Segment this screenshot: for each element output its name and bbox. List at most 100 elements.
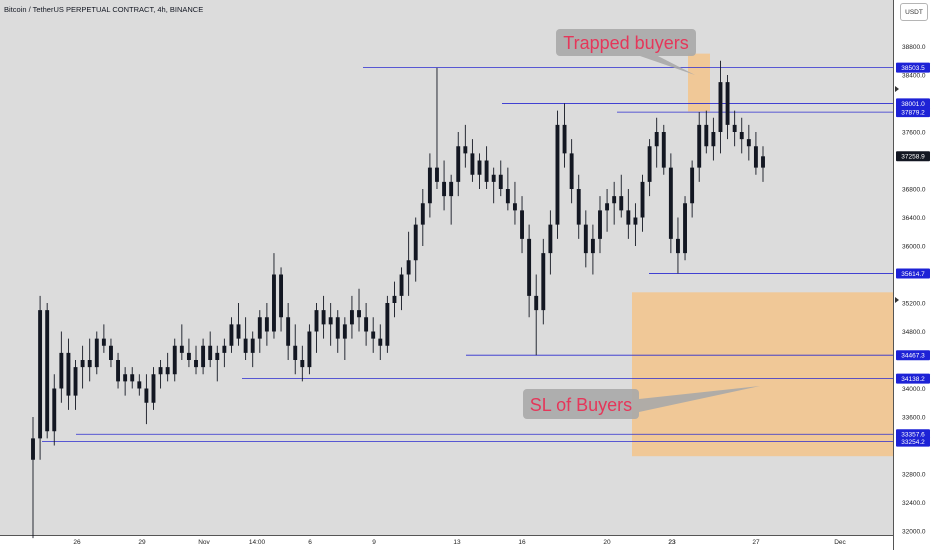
candle[interactable] [222, 338, 227, 368]
candle[interactable] [647, 139, 652, 197]
candle[interactable] [619, 174, 624, 218]
candle[interactable] [392, 281, 397, 318]
candle[interactable] [435, 67, 439, 189]
candle[interactable] [371, 317, 376, 353]
candle[interactable] [449, 174, 454, 225]
candle[interactable] [668, 153, 673, 254]
time-axis[interactable] [0, 535, 893, 551]
candle[interactable] [165, 352, 170, 382]
candle[interactable] [612, 181, 617, 225]
candle[interactable] [732, 110, 737, 147]
candle[interactable] [385, 295, 390, 353]
candle[interactable] [746, 124, 751, 161]
candle[interactable] [661, 124, 666, 175]
candle[interactable] [194, 345, 198, 375]
candle[interactable] [87, 338, 92, 382]
candle[interactable] [598, 196, 602, 254]
candle[interactable] [420, 189, 425, 246]
level-price-tag[interactable]: 38001.0 [896, 98, 930, 109]
candle[interactable] [123, 367, 128, 396]
candle[interactable] [243, 317, 248, 360]
candle[interactable] [307, 324, 312, 375]
candle[interactable] [66, 338, 71, 410]
candle[interactable] [527, 224, 532, 318]
candle[interactable] [484, 146, 489, 189]
candle[interactable] [463, 124, 468, 168]
candle[interactable] [321, 295, 326, 339]
candle[interactable] [31, 417, 35, 539]
candle[interactable] [711, 117, 716, 161]
candle[interactable] [293, 324, 298, 375]
candle[interactable] [179, 324, 184, 360]
candle[interactable] [427, 153, 432, 218]
candle[interactable] [137, 374, 142, 396]
candle[interactable] [59, 331, 64, 403]
candle[interactable] [470, 139, 475, 182]
candle[interactable] [229, 317, 234, 353]
candle[interactable] [186, 338, 191, 368]
candle[interactable] [52, 374, 57, 446]
candle[interactable] [172, 338, 177, 382]
candle[interactable] [605, 189, 610, 232]
candle[interactable] [349, 295, 354, 339]
candle[interactable] [364, 303, 369, 346]
candle[interactable] [101, 324, 106, 353]
candle[interactable] [520, 196, 524, 254]
candle[interactable] [576, 174, 581, 239]
candle[interactable] [505, 167, 510, 211]
candle[interactable] [690, 160, 695, 218]
candle[interactable] [80, 345, 85, 389]
candle[interactable] [300, 345, 305, 382]
candle[interactable] [725, 75, 730, 140]
candle[interactable] [328, 303, 333, 346]
candle[interactable] [335, 310, 340, 353]
candle[interactable] [512, 181, 517, 225]
candle[interactable] [633, 203, 638, 246]
candle[interactable] [314, 303, 319, 353]
candle[interactable] [548, 210, 553, 275]
level-price-tag[interactable]: 34467.3 [896, 350, 930, 361]
candle[interactable] [534, 274, 539, 356]
candle[interactable] [569, 139, 574, 204]
candle[interactable] [562, 103, 567, 168]
candle[interactable] [151, 367, 156, 410]
candle[interactable] [279, 267, 284, 332]
candle[interactable] [456, 132, 461, 197]
candle[interactable] [541, 238, 546, 325]
candle[interactable] [626, 189, 631, 239]
candle[interactable] [257, 310, 262, 353]
candle[interactable] [704, 110, 709, 154]
candle[interactable] [555, 110, 560, 239]
candle[interactable] [215, 345, 220, 382]
candle[interactable] [640, 174, 645, 232]
candle[interactable] [676, 217, 680, 274]
level-price-tag[interactable]: 38503.5 [896, 62, 930, 73]
candle[interactable] [94, 331, 99, 375]
candle[interactable] [109, 338, 113, 368]
candle[interactable] [442, 160, 447, 211]
candle[interactable] [399, 267, 404, 311]
candle[interactable] [491, 167, 496, 204]
candle[interactable] [753, 132, 758, 175]
level-price-tag[interactable]: 35614.7 [896, 268, 930, 279]
candle[interactable] [342, 317, 347, 360]
candle[interactable] [739, 117, 744, 154]
candle[interactable] [590, 224, 595, 275]
candle[interactable] [264, 303, 269, 346]
candle[interactable] [250, 331, 255, 368]
currency-button[interactable]: USDT [900, 3, 928, 21]
candle[interactable] [208, 331, 213, 368]
candle[interactable] [144, 374, 149, 425]
candle[interactable] [158, 360, 163, 389]
candle[interactable] [761, 146, 765, 182]
candle[interactable] [236, 303, 241, 346]
current-price-tag[interactable]: 37258.9 [896, 151, 930, 162]
candle[interactable] [286, 303, 291, 360]
candle[interactable] [272, 253, 276, 339]
candle[interactable] [406, 231, 411, 296]
candle[interactable] [697, 112, 702, 182]
candle[interactable] [130, 367, 135, 389]
candle[interactable] [201, 338, 206, 375]
candle[interactable] [357, 288, 361, 332]
candle[interactable] [38, 295, 43, 460]
